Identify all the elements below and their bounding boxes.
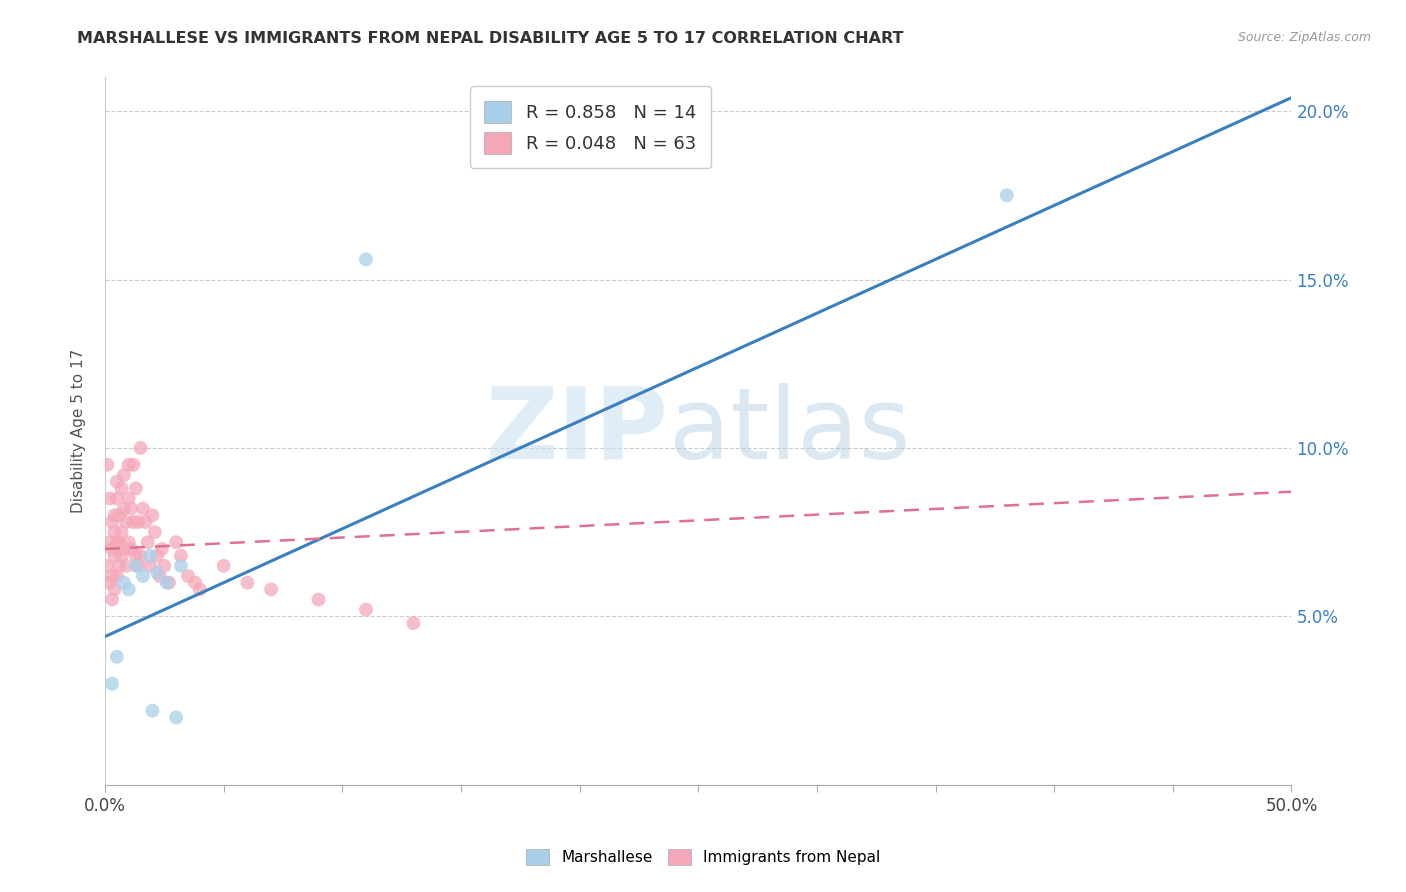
Point — [146, 549, 169, 563]
Point — [98, 491, 121, 506]
Point — [101, 569, 124, 583]
Point — [115, 558, 138, 573]
Point — [101, 541, 124, 556]
Point — [188, 582, 211, 597]
Point — [103, 549, 125, 563]
Point — [118, 535, 141, 549]
Point — [103, 525, 125, 540]
Point — [156, 575, 179, 590]
Point — [122, 458, 145, 472]
Point — [236, 575, 259, 590]
Point — [170, 558, 193, 573]
Text: ZIP: ZIP — [485, 383, 669, 480]
Point — [110, 481, 132, 495]
Point — [105, 475, 128, 489]
Point — [132, 569, 155, 583]
Point — [402, 616, 425, 631]
Point — [150, 541, 173, 556]
Point — [125, 558, 148, 573]
Point — [129, 441, 152, 455]
Text: MARSHALLESE VS IMMIGRANTS FROM NEPAL DISABILITY AGE 5 TO 17 CORRELATION CHART: MARSHALLESE VS IMMIGRANTS FROM NEPAL DIS… — [77, 31, 904, 46]
Point — [98, 535, 121, 549]
Point — [134, 515, 156, 529]
Y-axis label: Disability Age 5 to 17: Disability Age 5 to 17 — [72, 349, 86, 513]
Point — [101, 676, 124, 690]
Point — [157, 575, 180, 590]
Legend: Marshallese, Immigrants from Nepal: Marshallese, Immigrants from Nepal — [520, 843, 886, 871]
Point — [96, 458, 118, 472]
Point — [118, 458, 141, 472]
Text: atlas: atlas — [669, 383, 910, 480]
Point — [129, 549, 152, 563]
Point — [132, 501, 155, 516]
Point — [108, 508, 131, 523]
Point — [96, 558, 118, 573]
Point — [112, 501, 135, 516]
Point — [105, 649, 128, 664]
Point — [125, 549, 148, 563]
Point — [110, 525, 132, 540]
Point — [101, 592, 124, 607]
Point — [110, 549, 132, 563]
Point — [143, 525, 166, 540]
Point — [103, 582, 125, 597]
Point — [112, 467, 135, 482]
Point — [125, 481, 148, 495]
Point — [105, 569, 128, 583]
Point — [108, 535, 131, 549]
Legend: R = 0.858   N = 14, R = 0.048   N = 63: R = 0.858 N = 14, R = 0.048 N = 63 — [470, 87, 711, 169]
Point — [170, 549, 193, 563]
Point — [101, 515, 124, 529]
Point — [105, 535, 128, 549]
Point — [105, 491, 128, 506]
Point — [98, 575, 121, 590]
Point — [141, 508, 163, 523]
Point — [118, 491, 141, 506]
Point — [127, 558, 149, 573]
Point — [112, 575, 135, 590]
Point — [260, 582, 283, 597]
Point — [995, 188, 1018, 202]
Point — [308, 592, 330, 607]
Point — [139, 549, 162, 563]
Text: Source: ZipAtlas.com: Source: ZipAtlas.com — [1237, 31, 1371, 45]
Point — [146, 566, 169, 580]
Point — [127, 515, 149, 529]
Point — [112, 541, 135, 556]
Point — [148, 569, 170, 583]
Point — [354, 602, 377, 616]
Point — [120, 541, 142, 556]
Point — [122, 515, 145, 529]
Point — [118, 582, 141, 597]
Point — [108, 558, 131, 573]
Point — [120, 501, 142, 516]
Point — [115, 515, 138, 529]
Point — [153, 558, 176, 573]
Point — [165, 710, 187, 724]
Point — [103, 508, 125, 523]
Point — [184, 575, 207, 590]
Point — [177, 569, 200, 583]
Point — [165, 535, 187, 549]
Point — [354, 252, 377, 267]
Point — [139, 558, 162, 573]
Point — [136, 535, 159, 549]
Point — [141, 704, 163, 718]
Point — [212, 558, 235, 573]
